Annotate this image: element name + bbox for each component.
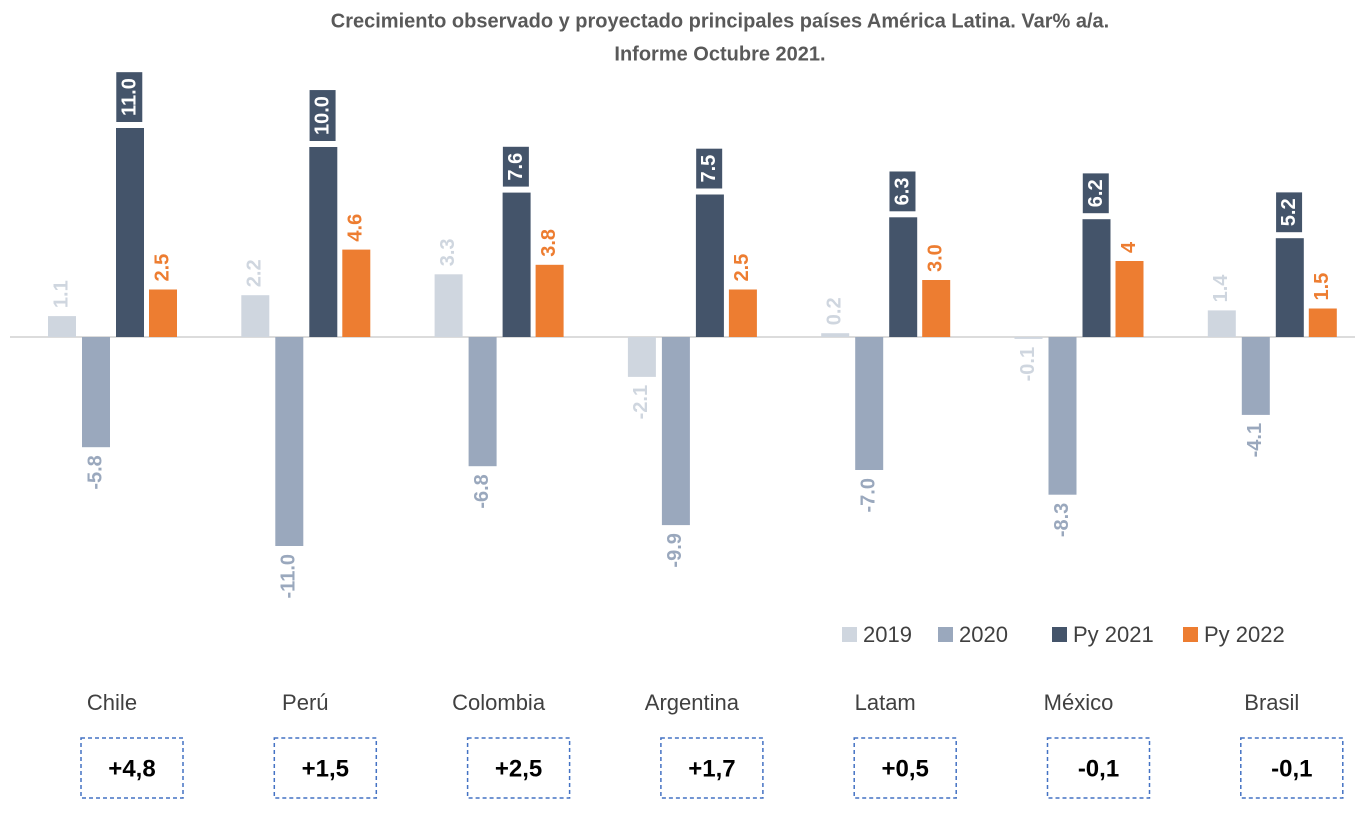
annotation: -0,1	[1078, 755, 1119, 782]
data-label-box	[502, 146, 529, 187]
bar	[1241, 337, 1270, 415]
bar	[1275, 238, 1304, 337]
legend-label: Py 2022	[1204, 622, 1285, 647]
bar	[241, 295, 270, 337]
legend-label: 2020	[959, 622, 1008, 647]
data-label: -5.8	[84, 455, 106, 489]
data-label-box	[309, 90, 336, 141]
bar	[922, 280, 951, 337]
bar	[1082, 219, 1111, 337]
chart-title: Crecimiento observado y proyectado princ…	[331, 10, 1109, 32]
data-label: 11.0	[118, 78, 140, 116]
bar	[149, 289, 177, 337]
chart-title: Informe Octubre 2021.	[614, 43, 825, 65]
data-label: 5.2	[1278, 198, 1300, 226]
annotation-box	[853, 737, 957, 799]
data-label: -9.9	[664, 533, 686, 567]
bar	[627, 337, 656, 377]
data-label: -0.1	[1017, 347, 1039, 381]
bar	[502, 192, 531, 337]
legend-swatch	[938, 627, 953, 642]
annotation-box	[273, 737, 378, 799]
data-label: 2.5	[151, 254, 173, 282]
bar	[821, 333, 850, 337]
x-tick-label: Brasil	[1244, 690, 1299, 715]
bar	[855, 337, 884, 470]
data-label: 0.2	[823, 297, 845, 325]
data-label-box	[696, 148, 723, 189]
annotation-box	[466, 737, 571, 799]
data-label-box	[1276, 192, 1303, 233]
x-tick-label: Perú	[282, 690, 328, 715]
data-label: 1.4	[1210, 274, 1232, 303]
data-label: 3.0	[924, 244, 946, 272]
legend-swatch	[1183, 627, 1198, 642]
x-tick-label: Argentina	[645, 690, 740, 715]
bar	[116, 128, 144, 337]
data-label: -8.3	[1051, 503, 1073, 537]
bar	[535, 264, 564, 337]
data-label: -11.0	[278, 554, 300, 598]
bar	[468, 337, 497, 467]
bar	[275, 337, 304, 546]
bar	[1014, 337, 1043, 339]
x-tick-label: Latam	[855, 690, 916, 715]
annotation: +4,8	[108, 755, 155, 782]
annotation-box	[660, 737, 764, 799]
bar	[695, 194, 724, 337]
bar	[1115, 261, 1144, 337]
bar	[48, 316, 76, 337]
x-tick-label: Chile	[87, 690, 137, 715]
data-label: 7.6	[505, 153, 527, 181]
data-label: -4.1	[1244, 423, 1266, 457]
annotation-box	[80, 737, 184, 799]
data-label: 1.1	[50, 280, 72, 308]
data-label: -7.0	[857, 478, 879, 512]
data-label-box	[1082, 173, 1109, 214]
annotation-box	[1240, 737, 1344, 799]
bar	[889, 217, 918, 337]
data-label: 1.5	[1311, 273, 1333, 301]
annotation: +2,5	[495, 755, 542, 782]
annotation-box	[1046, 737, 1151, 799]
x-tick-label: Colombia	[452, 690, 546, 715]
bar	[728, 289, 757, 337]
annotation: +1,7	[688, 755, 735, 782]
bar	[342, 249, 371, 337]
bar	[434, 274, 463, 337]
data-label-box	[116, 72, 143, 122]
bar	[1207, 310, 1236, 337]
data-label: 7.5	[698, 155, 720, 183]
bar	[82, 337, 110, 448]
annotation: +0,5	[882, 755, 929, 782]
legend-swatch	[842, 627, 857, 642]
data-label: 4.6	[345, 214, 367, 242]
data-label: 6.2	[1085, 179, 1107, 207]
data-label: 2.2	[244, 259, 266, 287]
legend-label: Py 2021	[1073, 622, 1154, 647]
bar	[661, 337, 690, 526]
data-label-box	[889, 171, 916, 212]
x-tick-label: México	[1044, 690, 1114, 715]
bar	[1048, 337, 1077, 495]
data-label: 3.3	[437, 238, 459, 266]
bar	[309, 147, 338, 337]
data-label: 4	[1118, 241, 1140, 253]
data-label: -2.1	[630, 385, 652, 419]
bar	[1308, 308, 1337, 337]
data-label: 3.8	[538, 229, 560, 257]
data-label: -6.8	[471, 474, 493, 508]
data-label: 2.5	[731, 254, 753, 282]
data-label: 10.0	[312, 96, 334, 135]
annotation: +1,5	[302, 755, 349, 782]
annotation: -0,1	[1271, 755, 1312, 782]
legend-swatch	[1052, 627, 1067, 642]
legend-label: 2019	[863, 622, 912, 647]
data-label: 6.3	[891, 177, 913, 205]
